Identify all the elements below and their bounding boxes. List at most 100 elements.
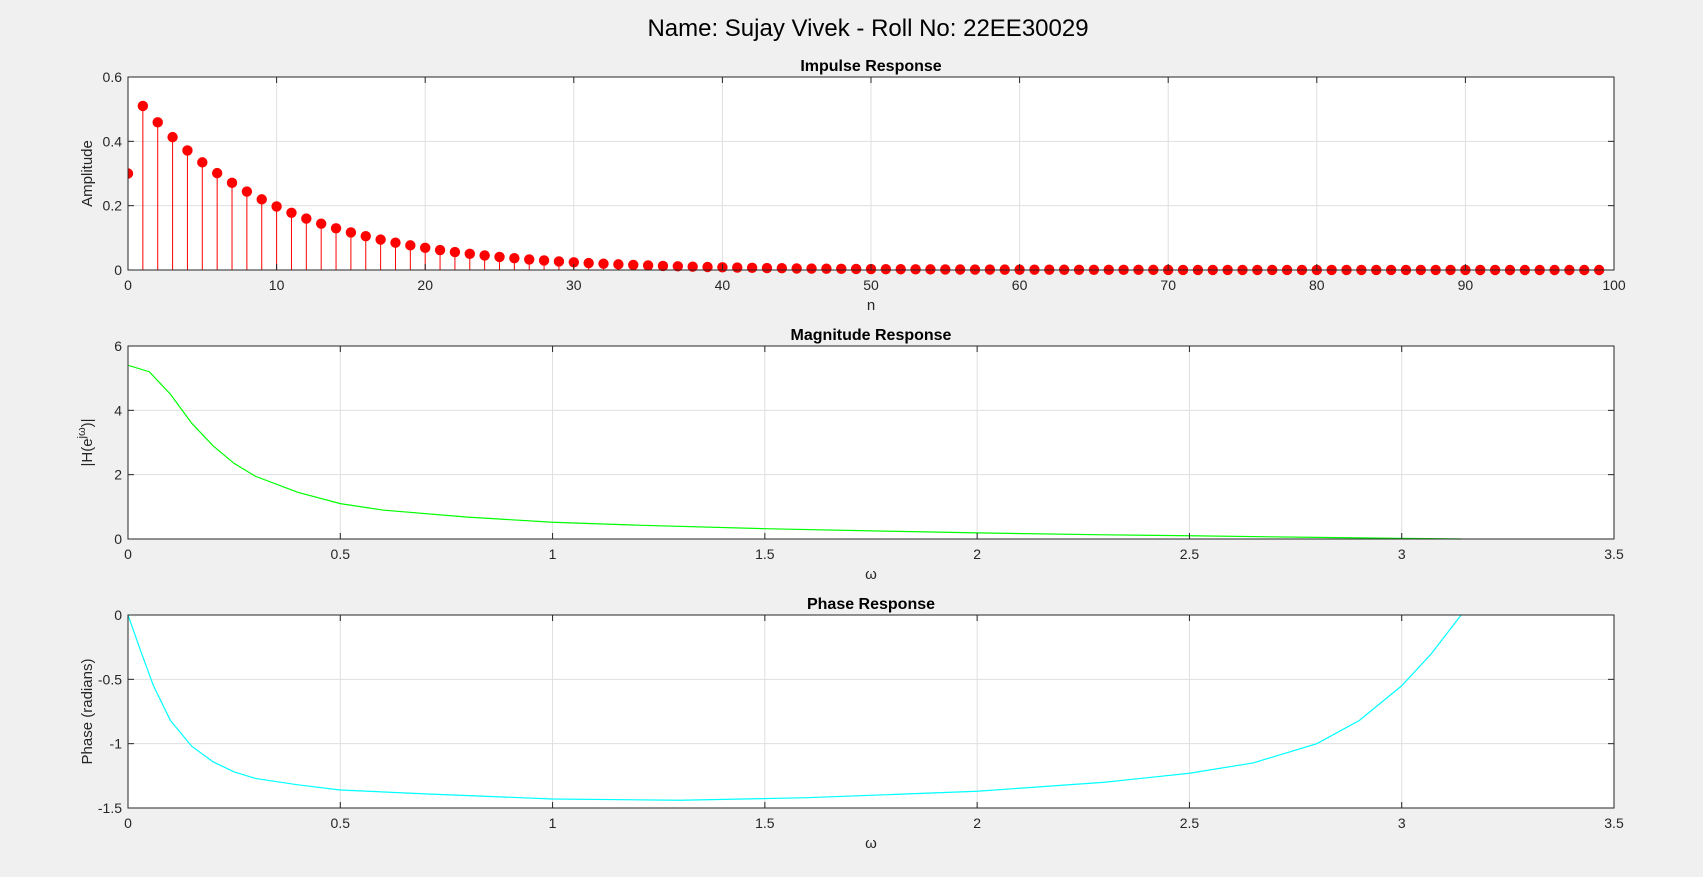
- stem-marker: [657, 260, 669, 272]
- stem-marker: [137, 100, 149, 112]
- x-tick-label: 2.5: [1180, 815, 1200, 831]
- stem-marker: [197, 157, 208, 168]
- stem-marker: [806, 263, 817, 274]
- y-axis-label: Amplitude: [79, 140, 96, 207]
- plot-title: Magnitude Response: [791, 327, 952, 344]
- x-tick-label: 2: [973, 815, 981, 831]
- stem-marker: [761, 262, 773, 274]
- series-line: [128, 364, 1462, 540]
- x-tick-label: 3: [1398, 815, 1406, 831]
- x-tick-label: 0.5: [331, 815, 351, 831]
- y-tick-label: 0.6: [103, 69, 123, 85]
- x-tick-label: 1.5: [755, 546, 775, 562]
- stem-marker: [390, 237, 401, 248]
- stem-marker: [687, 261, 698, 272]
- axes-box: [127, 614, 1615, 809]
- stem-marker: [434, 244, 446, 256]
- stem-marker: [568, 257, 579, 268]
- y-tick-label: -1: [110, 736, 123, 752]
- stem-marker: [211, 167, 223, 179]
- stem-marker: [702, 261, 713, 273]
- plot-area: [128, 615, 1614, 808]
- y-tick-label: 0: [114, 531, 122, 547]
- axes-3: 0 0.5 1 1.5 2 2.5 3 3.5 -1.5 -1 -0.5 0 Phase Respons…: [79, 596, 1624, 852]
- y-axis-label: Phase (radians): [79, 659, 96, 765]
- stem-marker: [880, 263, 892, 275]
- stem-marker: [583, 257, 594, 269]
- stem-marker: [895, 264, 906, 275]
- stem-marker: [553, 256, 565, 267]
- stem-marker: [821, 263, 832, 274]
- stem-marker: [128, 168, 134, 179]
- stem-marker: [494, 251, 505, 263]
- stem-marker: [672, 261, 684, 272]
- stem-marker: [301, 213, 312, 224]
- axes-2: 0 0.5 1 1.5 2 2.5 3 3.5 0 2 4 6 Magnitude Response ω |…: [76, 327, 1624, 583]
- y-tick-label: 0: [114, 607, 122, 623]
- stem-marker: [598, 258, 609, 269]
- x-tick-label: 3.5: [1604, 815, 1624, 831]
- stem-marker: [910, 264, 921, 275]
- stem-marker: [375, 234, 386, 245]
- x-tick-label: 0: [124, 815, 132, 831]
- y-tick-label: -1.5: [98, 800, 122, 816]
- stem-marker: [420, 242, 431, 254]
- x-tick-label: 1: [549, 546, 557, 562]
- stem-marker: [850, 263, 862, 275]
- stem-marker: [642, 260, 654, 271]
- x-tick-label: 2.5: [1180, 546, 1200, 562]
- plot-area: [128, 346, 1614, 539]
- stem-marker: [167, 131, 178, 143]
- y-tick-label: 0.2: [103, 198, 123, 214]
- x-tick-label: 70: [1160, 277, 1176, 293]
- plot-title: Impulse Response: [800, 58, 941, 75]
- y-tick-label: 2: [114, 467, 122, 483]
- series-line: [128, 614, 1462, 801]
- x-tick-label: 2: [973, 546, 981, 562]
- x-tick-label: 1: [549, 815, 557, 831]
- stem-marker: [360, 231, 371, 242]
- x-tick-label: 1.5: [755, 815, 775, 831]
- stem-marker: [509, 253, 520, 264]
- plot-title: Phase Response: [807, 596, 935, 613]
- x-tick-label: 60: [1012, 277, 1028, 293]
- stem-marker: [256, 194, 267, 205]
- stem-marker: [628, 259, 639, 271]
- x-tick-label: 40: [715, 277, 731, 293]
- stem-marker: [538, 255, 550, 266]
- stem-marker: [746, 262, 758, 274]
- x-tick-label: 10: [269, 277, 285, 293]
- stem-marker: [182, 145, 193, 156]
- stem-marker: [152, 117, 163, 128]
- stem-marker: [732, 262, 743, 273]
- x-axis-label: n: [867, 297, 875, 314]
- stem-marker: [286, 207, 297, 218]
- y-tick-label: 0: [114, 262, 122, 278]
- axes-1: 0 10 20 30 40 50 60 70 80 90 100 0 0.2 0.4 0.6 Impulse …: [79, 58, 1626, 314]
- stem-marker: [330, 223, 342, 234]
- axes-box: [127, 345, 1615, 540]
- stem-marker: [315, 218, 327, 229]
- x-tick-label: 0.5: [331, 546, 351, 562]
- stem-marker: [449, 246, 461, 258]
- x-tick-label: 50: [863, 277, 879, 293]
- stem-marker: [464, 248, 475, 260]
- series: [128, 364, 1462, 540]
- x-tick-label: 0: [124, 546, 132, 562]
- x-tick-label: 20: [417, 277, 433, 293]
- y-tick-label: 0.4: [103, 133, 123, 149]
- stem-marker: [925, 264, 936, 275]
- x-axis-label: ω: [865, 835, 877, 852]
- y-tick-label: 4: [114, 402, 122, 418]
- stem-marker: [836, 263, 847, 275]
- stem-marker: [226, 177, 238, 189]
- plots: 0 10 20 30 40 50 60 70 80 90 10000.20.40.6Impulse …: [76, 58, 1626, 852]
- stem-marker: [776, 263, 788, 274]
- stem-marker: [940, 264, 951, 275]
- stem-marker: [524, 254, 535, 265]
- x-tick-label: 80: [1309, 277, 1325, 293]
- x-axis-label: ω: [865, 566, 877, 583]
- stem-marker: [405, 240, 416, 251]
